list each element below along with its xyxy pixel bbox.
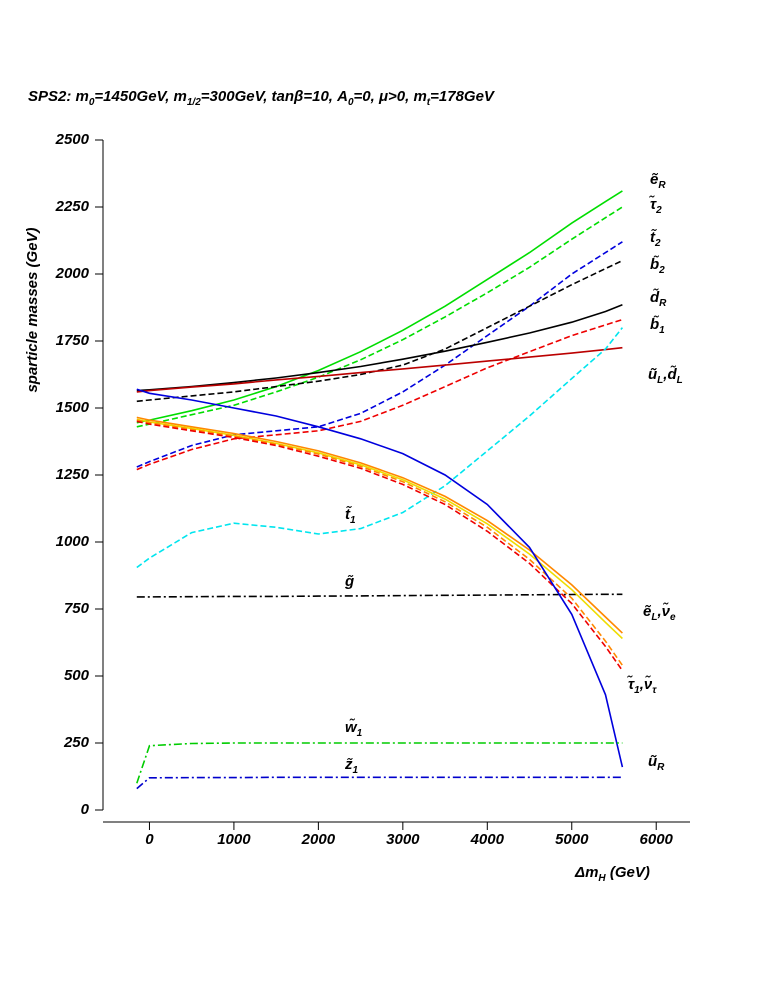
text-part: z̃ <box>344 756 353 773</box>
y-tick-label: 500 <box>64 667 90 684</box>
subscript: 1 <box>357 728 363 739</box>
series-line <box>136 206 623 428</box>
series-line <box>136 742 623 784</box>
subscript: L <box>677 375 683 386</box>
y-tick-label: 1500 <box>56 399 90 416</box>
series-line <box>136 241 623 468</box>
y-tick-label: 0 <box>81 801 90 818</box>
subscript: t <box>427 97 431 108</box>
series-label: b̃2 <box>650 255 665 276</box>
subscript: e <box>670 612 676 623</box>
y-tick-label: 2500 <box>55 131 90 148</box>
series-line <box>136 304 623 392</box>
subscript: τ <box>652 685 657 696</box>
y-tick-label: 750 <box>64 600 90 617</box>
text-part: τ̃ <box>648 195 657 213</box>
text-part: b̃ <box>650 315 659 333</box>
series-line <box>136 419 624 666</box>
text-part: ẽ <box>643 603 652 620</box>
series-label: τ̃1,ν̃τ <box>626 675 657 696</box>
subscript: 0 <box>348 97 354 108</box>
subscript: 2 <box>655 205 662 216</box>
subscript: 2 <box>658 265 665 276</box>
subscript: L <box>657 375 663 386</box>
series-label: t̃1 <box>345 506 356 526</box>
series-line <box>136 416 623 634</box>
series-line <box>136 420 624 672</box>
subscript: R <box>659 298 667 309</box>
text-part: =1450GeV, m <box>94 88 186 105</box>
y-tick-label: 1250 <box>56 466 90 483</box>
subscript: H <box>598 873 606 884</box>
text-part: =178GeV <box>430 88 496 105</box>
subscript: 1 <box>659 325 665 336</box>
series-line <box>136 318 623 471</box>
subscript: 1/2 <box>187 97 201 108</box>
text-part: =300GeV, tanβ=10, A <box>201 88 348 105</box>
subscript: 1 <box>353 765 359 776</box>
series-line <box>136 346 623 393</box>
subscript: 2 <box>654 238 661 249</box>
x-tick-label: 1000 <box>217 831 251 848</box>
series-line <box>136 593 623 598</box>
subscript: R <box>657 762 665 773</box>
series-label: b̃1 <box>650 315 665 336</box>
text-part: g̃ <box>344 573 354 590</box>
text-part: ,ν̃ <box>639 675 653 693</box>
subscript: 1 <box>634 685 640 696</box>
x-tick-label: 0 <box>145 831 154 848</box>
text-part: w̃ <box>345 718 358 736</box>
subscript: L <box>651 612 657 623</box>
subscript: R <box>658 180 666 191</box>
series-label: t̃2 <box>650 229 661 249</box>
text-part: SPS2: m <box>28 88 89 105</box>
text-part: ẽ <box>650 171 659 188</box>
series-label: ẽL,ν̃e <box>643 602 676 623</box>
text-part: =0, μ>0, m <box>354 88 427 105</box>
x-tick-label: 2000 <box>301 831 336 848</box>
series-line <box>136 388 624 768</box>
text-part: (GeV) <box>606 864 650 881</box>
series-line <box>136 327 624 569</box>
y-tick-label: 1750 <box>56 332 90 349</box>
subscript: 1 <box>350 515 356 526</box>
series-label: g̃ <box>344 573 354 590</box>
text-part: ũ <box>648 366 657 383</box>
text-part: ũ <box>648 753 657 770</box>
y-axis-label: sparticle masses (GeV) <box>24 227 41 392</box>
x-tick-label: 3000 <box>386 831 420 848</box>
series-label: ũR <box>648 753 665 773</box>
chart-title: SPS2: m0=1450GeV, m1/2=300GeV, tanβ=10, … <box>28 88 496 108</box>
series-label: ẽR <box>650 171 666 191</box>
series-line <box>136 259 623 403</box>
x-tick-label: 6000 <box>640 831 674 848</box>
text-part: ,d̃ <box>662 365 677 383</box>
y-tick-label: 2250 <box>55 198 90 215</box>
x-tick-label: 4000 <box>470 831 505 848</box>
x-axis-label: ΔmH (GeV) <box>574 864 650 884</box>
text-part: t̃ <box>345 506 352 523</box>
text-part: Δm <box>574 864 598 881</box>
x-tick-label: 5000 <box>555 831 589 848</box>
y-tick-label: 250 <box>63 734 90 751</box>
subscript: 0 <box>89 97 95 108</box>
text-part: τ̃ <box>626 675 635 693</box>
text-part: d̃ <box>650 288 660 306</box>
series-label: w̃1 <box>345 718 363 739</box>
series-label: τ̃2 <box>648 195 662 216</box>
text-part: ,ν̃ <box>656 602 670 620</box>
series-label: d̃R <box>650 288 667 309</box>
y-tick-label: 2000 <box>55 265 90 282</box>
text-part: b̃ <box>650 255 659 273</box>
y-tick-label: 1000 <box>56 533 90 550</box>
series-label: z̃1 <box>344 756 359 776</box>
series-line <box>136 776 623 790</box>
series-line <box>136 190 623 424</box>
series-line <box>136 418 623 640</box>
text-part: t̃ <box>650 229 657 246</box>
series-label: ũL,d̃L <box>648 365 683 386</box>
